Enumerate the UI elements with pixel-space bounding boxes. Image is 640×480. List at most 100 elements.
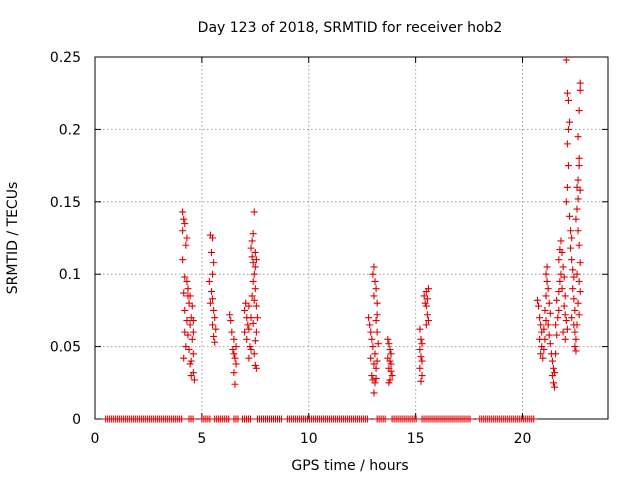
data-point <box>227 317 235 325</box>
data-point <box>244 321 252 329</box>
data-point <box>571 328 579 336</box>
data-point <box>552 350 560 358</box>
data-point <box>185 299 193 307</box>
data-point <box>418 372 426 380</box>
zero-value-run <box>253 415 285 423</box>
data-point <box>541 335 549 343</box>
data-point <box>212 325 220 333</box>
data-point <box>552 321 560 329</box>
data-point <box>371 350 379 358</box>
data-point <box>211 338 219 346</box>
data-point <box>243 335 251 343</box>
data-point <box>186 321 194 329</box>
data-point <box>570 295 578 303</box>
zero-data-point <box>530 415 538 423</box>
data-point <box>576 86 584 94</box>
data-point <box>180 289 188 297</box>
data-point <box>365 314 373 322</box>
data-point <box>554 314 562 322</box>
data-point <box>252 302 260 310</box>
data-point <box>542 317 550 325</box>
data-point <box>386 376 394 384</box>
data-point <box>181 306 189 314</box>
y-tick-label: 0.1 <box>59 267 81 283</box>
data-point <box>251 248 259 256</box>
data-point <box>553 296 561 304</box>
data-point <box>186 360 194 368</box>
data-point <box>570 273 578 281</box>
grid-lines <box>95 57 608 419</box>
data-point <box>247 244 255 252</box>
data-point <box>573 270 581 278</box>
data-point <box>370 263 378 271</box>
data-point <box>418 357 426 365</box>
data-point <box>575 154 583 162</box>
data-point <box>572 215 580 223</box>
data-point <box>541 306 549 314</box>
data-point <box>545 299 553 307</box>
data-point <box>253 314 261 322</box>
zero-value-run <box>388 415 420 423</box>
data-point <box>252 256 260 264</box>
zero-data-point <box>189 415 197 423</box>
data-point <box>187 372 195 380</box>
data-point <box>559 263 567 271</box>
data-point <box>374 340 382 348</box>
data-point <box>232 360 240 368</box>
data-point <box>179 227 187 235</box>
data-points <box>102 56 584 423</box>
data-point <box>543 263 551 271</box>
data-point <box>555 288 563 296</box>
y-tick-label: 0 <box>72 412 81 428</box>
data-point <box>230 369 238 377</box>
data-point <box>182 241 190 249</box>
data-point <box>385 379 393 387</box>
data-point <box>373 357 381 365</box>
x-tick-labels: 0 5 10 15 20 <box>91 431 532 447</box>
data-point <box>539 354 547 362</box>
data-point <box>387 350 395 358</box>
data-point <box>563 183 571 191</box>
data-point <box>248 237 256 245</box>
data-point <box>546 340 554 348</box>
data-point <box>209 295 217 303</box>
data-point <box>184 331 192 339</box>
data-point <box>373 311 381 319</box>
data-point <box>188 302 196 310</box>
data-point <box>546 309 554 317</box>
zero-data-point <box>277 415 285 423</box>
data-point <box>250 270 258 278</box>
data-point <box>548 357 556 365</box>
data-point <box>567 244 575 252</box>
data-point <box>369 343 377 351</box>
data-point <box>228 328 236 336</box>
zero-data-point <box>363 415 371 423</box>
data-point <box>373 299 381 307</box>
data-point <box>372 285 380 293</box>
data-point <box>181 273 189 281</box>
data-point <box>248 253 256 261</box>
data-point <box>250 350 258 358</box>
data-point <box>575 107 583 115</box>
data-point <box>542 292 550 300</box>
y-tick-label: 0.05 <box>50 340 81 356</box>
data-point <box>416 325 424 333</box>
data-point <box>230 335 238 343</box>
data-point <box>575 311 583 319</box>
data-point <box>245 354 253 362</box>
data-point <box>561 292 569 300</box>
zero-data-point <box>466 415 474 423</box>
plot-frame <box>94 56 609 420</box>
data-point <box>566 118 574 126</box>
data-point <box>553 331 561 339</box>
data-point <box>560 273 568 281</box>
data-point <box>190 376 198 384</box>
y-axis-label: SRMTID / TECUs <box>5 182 21 295</box>
data-point <box>576 288 584 296</box>
axis-ticks <box>94 56 608 420</box>
data-point <box>387 367 395 375</box>
data-point <box>372 374 380 382</box>
data-point <box>183 277 191 285</box>
data-point <box>250 296 258 304</box>
